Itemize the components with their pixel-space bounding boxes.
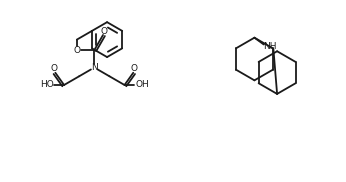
Text: O: O [100, 27, 108, 36]
Text: OH: OH [135, 80, 149, 90]
Text: NH: NH [263, 42, 276, 51]
Text: O: O [131, 64, 138, 73]
Text: HO: HO [40, 80, 54, 90]
Text: O: O [51, 64, 58, 73]
Text: N: N [91, 63, 98, 72]
Text: O: O [73, 46, 80, 55]
